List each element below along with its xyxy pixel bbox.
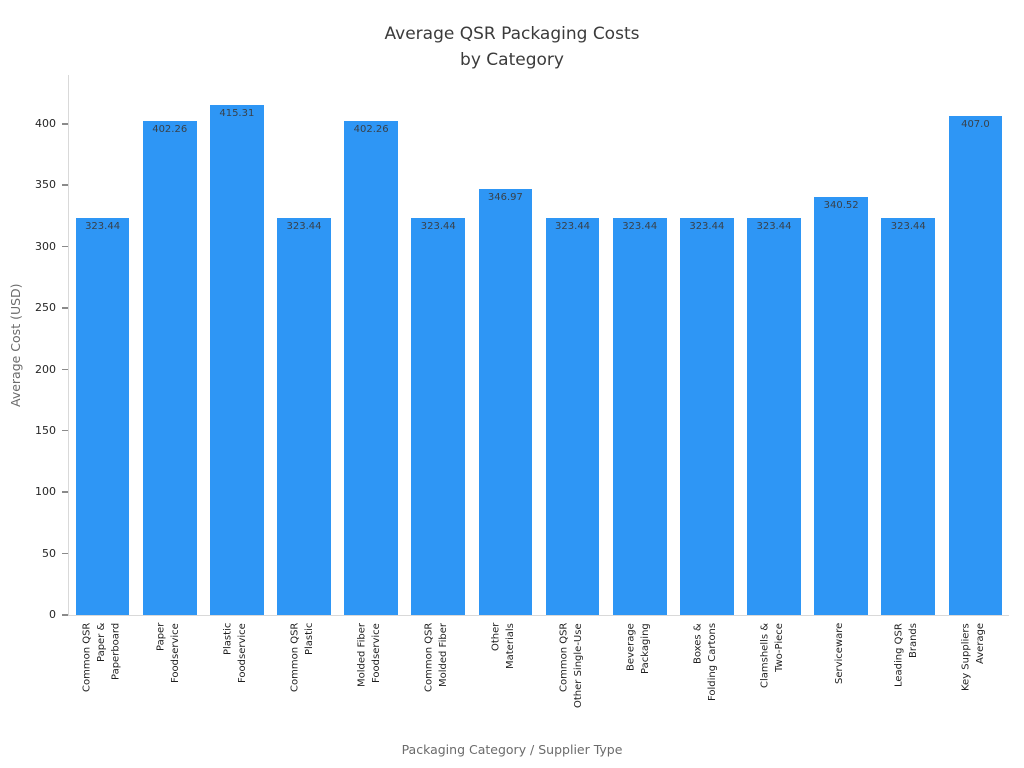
bar-slot: 407.0	[942, 75, 1009, 615]
y-tick-label: 250	[35, 301, 56, 315]
chart-title: Average QSR Packaging Costs by Category	[384, 24, 640, 71]
bar-value-label: 402.26	[353, 124, 389, 136]
bar-value-label: 323.44	[420, 221, 456, 233]
bar-slot: 323.44	[69, 75, 136, 615]
y-tick-label: 350	[35, 178, 56, 192]
bar-slot: 323.44	[270, 75, 337, 615]
y-tick-mark	[62, 307, 68, 309]
y-axis-ticks: 0 50 100 150 200 250 300 350 400	[35, 75, 1009, 621]
bar-slot: 402.26	[136, 75, 203, 615]
y-tick-mark	[62, 552, 68, 555]
bar: 323.44	[545, 218, 600, 615]
bar-value-label: 323.44	[756, 221, 792, 233]
y-tick-mark	[62, 245, 68, 248]
bar-slot: 346.97	[472, 75, 539, 615]
bar: 402.26	[142, 121, 197, 615]
bar-value-label: 323.44	[555, 221, 591, 233]
bar: 323.44	[679, 218, 734, 615]
bar: 323.44	[881, 218, 936, 615]
bar-value-label: 323.44	[622, 221, 658, 233]
bar: 340.52	[814, 197, 868, 615]
bar-value-label: 323.44	[286, 221, 322, 233]
bar-value-label: 323.44	[689, 221, 725, 233]
bar-slot: 323.44	[875, 75, 942, 615]
y-axis-label: Average Cost (USD)	[8, 283, 23, 407]
bar-slot: 402.26	[338, 75, 405, 615]
plot-area: 0 50 100 150 200 250 300 350 400 323.44 402.26 415…	[35, 75, 1009, 621]
y-tick-label: 400	[35, 117, 56, 131]
y-tick-label: 100	[35, 485, 56, 499]
bar-slot: 415.31	[203, 75, 270, 615]
x-axis-label: Packaging Category / Supplier Type	[401, 742, 623, 757]
y-tick-label: 300	[35, 239, 56, 253]
bar: 323.44	[277, 218, 331, 615]
y-tick-label: 0	[49, 608, 56, 621]
y-tick-mark	[62, 184, 68, 186]
bar-value-label: 323.44	[85, 221, 121, 233]
y-tick-mark	[62, 614, 68, 616]
y-tick-mark	[62, 368, 68, 371]
bar-value-label: 407.0	[961, 118, 990, 130]
bar: 323.44	[75, 218, 130, 615]
bar: 407.0	[948, 115, 1003, 615]
bar-value-label: 402.26	[152, 124, 188, 136]
y-tick-label: 50	[42, 546, 56, 560]
bar-slot: 340.52	[808, 75, 875, 615]
y-tick-mark	[62, 123, 68, 125]
bar-slot: 323.44	[673, 75, 740, 615]
bar-slot: 323.44	[539, 75, 606, 615]
bar: 323.44	[747, 218, 801, 615]
y-tick-label: 150	[35, 423, 56, 437]
y-tick-mark	[62, 491, 68, 493]
bar-value-label: 346.97	[487, 192, 523, 204]
y-tick-label: 200	[35, 362, 56, 376]
bar: 323.44	[411, 218, 466, 615]
bar-slot: 323.44	[740, 75, 807, 615]
bar: 323.44	[612, 218, 667, 615]
bar: 346.97	[478, 189, 533, 615]
bar-slot: 323.44	[405, 75, 472, 615]
bar-value-label: 415.31	[219, 108, 255, 120]
bar: 402.26	[344, 121, 398, 615]
bar-value-label: 340.52	[823, 200, 859, 212]
y-tick-mark	[62, 429, 68, 432]
bar: 415.31	[210, 105, 264, 615]
bars: 323.44 402.26 415.31 323.44 402.26 323.44 346.…	[69, 75, 1009, 615]
bar-slot: 323.44	[606, 75, 673, 615]
bar-value-label: 323.44	[890, 221, 926, 233]
